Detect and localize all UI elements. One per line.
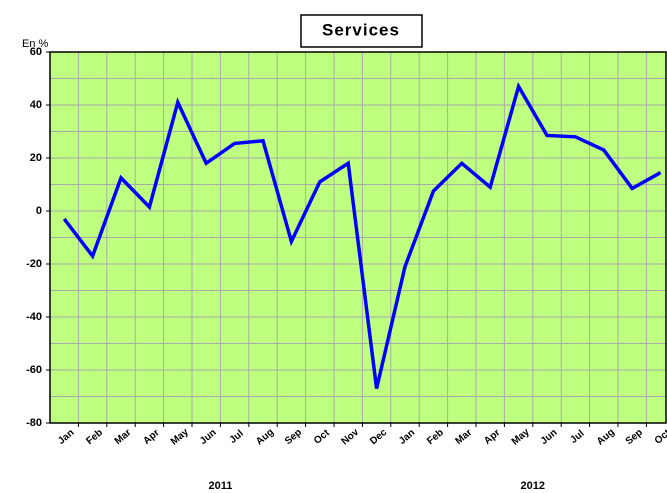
x-tick-label: Feb (425, 427, 446, 447)
y-tick-label: 20 (30, 152, 42, 164)
x-tick-label: Jan (56, 427, 76, 447)
year-label: 2011 (208, 480, 232, 492)
x-tick-label: Dec (368, 427, 389, 448)
x-tick-label: Feb (84, 427, 105, 447)
data-line (62, 81, 662, 389)
x-tick-label: Mar (113, 427, 134, 447)
x-tick-label: Sep (283, 427, 304, 447)
x-tick-label: Jul (568, 428, 586, 446)
x-tick-label: Apr (482, 427, 502, 447)
y-tick-label: 40 (30, 99, 42, 111)
plot-border (49, 51, 667, 424)
x-tick-label: Oct (312, 427, 332, 447)
x-tick-label: Jun (198, 427, 219, 447)
y-tick-label: -40 (26, 311, 42, 323)
x-tick-label: May (510, 426, 532, 447)
x-tick-label: Jun (539, 427, 560, 447)
y-tick-label: -80 (26, 417, 42, 429)
y-tick-label: -20 (26, 258, 42, 270)
x-tick-label: Apr (141, 427, 161, 447)
year-label: 2012 (521, 480, 545, 492)
x-tick-label: Sep (624, 427, 645, 447)
y-tick-label: 60 (30, 46, 42, 58)
x-tick-label: Oct (653, 427, 667, 447)
x-tick-label: Aug (254, 427, 276, 448)
x-tick-label: Aug (595, 427, 617, 448)
x-tick-label: Nov (340, 427, 362, 448)
title-box (300, 14, 423, 48)
y-unit: En % (22, 38, 49, 50)
y-tick-label: 0 (36, 205, 42, 217)
x-tick-label: Jan (397, 427, 417, 447)
x-tick-label: Mar (454, 427, 475, 447)
chart-title: Services (322, 20, 400, 39)
y-tick-label: -60 (26, 364, 42, 376)
x-tick-label: Jul (228, 428, 246, 446)
x-tick-label: May (169, 426, 191, 447)
